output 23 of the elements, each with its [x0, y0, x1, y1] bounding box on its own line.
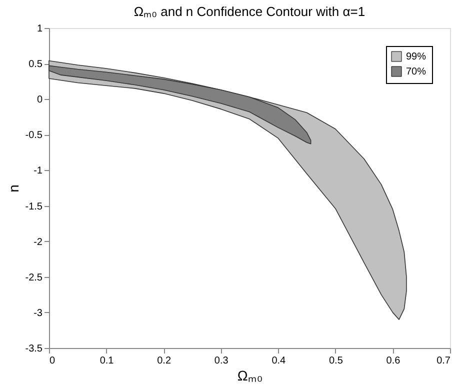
y-tick-label: -3.5 [25, 344, 43, 354]
legend-label: 70% [406, 66, 426, 78]
y-tick-label: -1 [34, 166, 43, 177]
y-tick-label: 1 [36, 24, 43, 34]
y-tick-label: -1.5 [25, 201, 43, 212]
y-tick-label: 0.5 [28, 59, 43, 70]
legend-label: 99% [406, 52, 426, 62]
y-axis-title: n [5, 184, 22, 192]
y-tick-label: 0 [36, 94, 43, 106]
x-tick-label: 0.1 [100, 356, 114, 366]
x-tick-label: 0.6 [386, 356, 401, 366]
y-tick-label: -2.5 [25, 272, 43, 284]
x-tick-label: 0.2 [157, 356, 172, 366]
x-tick-label: 0.4 [272, 356, 286, 366]
chart-title: Ωₘ₀ and n Confidence Contour with α=1 [134, 4, 366, 19]
y-tick-label: -3 [34, 308, 43, 319]
x-tick-label: 0 [50, 356, 56, 366]
x-tick-label: 0.5 [328, 356, 344, 366]
x-tick-label: 0.7 [436, 356, 451, 366]
x-axis-title: Ωₘ₀ [237, 368, 263, 384]
x-tick-label: 0.3 [214, 356, 229, 366]
y-tick-label: -2 [34, 236, 43, 248]
y-tick-label: -0.5 [25, 130, 43, 142]
